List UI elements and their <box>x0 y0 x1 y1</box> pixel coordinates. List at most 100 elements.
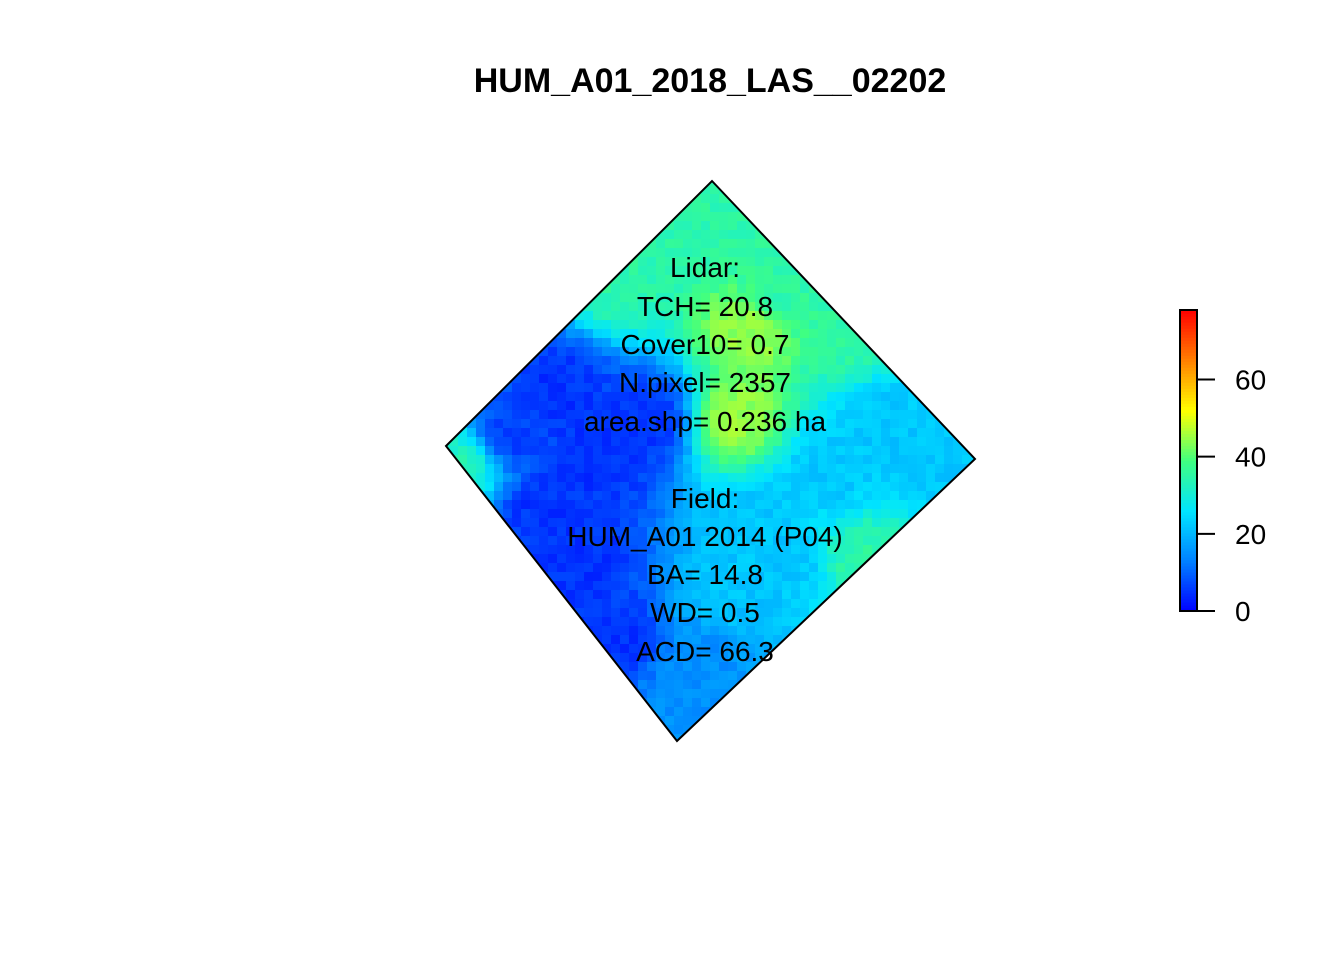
raster-cell <box>566 473 576 483</box>
raster-cell <box>710 608 720 618</box>
raster-cell <box>494 356 504 366</box>
raster-cell <box>476 527 486 537</box>
raster-cell <box>809 527 819 537</box>
raster-cell <box>773 392 783 402</box>
raster-cell <box>764 266 774 276</box>
raster-cell <box>800 545 810 555</box>
colorbar-segment <box>1180 379 1197 383</box>
raster-cell <box>719 734 729 741</box>
raster-cell <box>467 329 477 339</box>
raster-cell <box>710 239 720 249</box>
raster-cell <box>566 221 576 231</box>
raster-cell <box>908 257 918 267</box>
raster-cell <box>782 698 792 708</box>
raster-cell <box>647 608 657 618</box>
raster-cell <box>836 482 846 492</box>
raster-cell <box>521 716 531 726</box>
raster-cell <box>818 509 828 519</box>
raster-cell <box>827 428 837 438</box>
raster-cell <box>782 365 792 375</box>
raster-cell <box>674 293 684 303</box>
raster-cell <box>476 181 486 186</box>
raster-cell <box>665 185 675 195</box>
raster-cell <box>710 212 720 222</box>
raster-cell <box>557 671 567 681</box>
raster-cell <box>530 230 540 240</box>
raster-cell <box>773 482 783 492</box>
raster-cell <box>800 662 810 672</box>
raster-cell <box>917 419 927 429</box>
raster-cell <box>872 329 882 339</box>
raster-cell <box>449 563 459 573</box>
raster-cell <box>458 356 468 366</box>
raster-cell <box>629 203 639 213</box>
raster-cell <box>602 455 612 465</box>
raster-cell <box>548 725 558 735</box>
raster-cell <box>746 518 756 528</box>
raster-cell <box>926 320 936 330</box>
raster-cell <box>629 320 639 330</box>
raster-cell <box>854 671 864 681</box>
raster-cell <box>701 743 711 753</box>
raster-cell <box>863 401 873 411</box>
raster-cell <box>575 221 585 231</box>
raster-cell <box>863 536 873 546</box>
raster-cell <box>710 689 720 699</box>
raster-cell <box>791 707 801 717</box>
raster-cell <box>647 185 657 195</box>
raster-cell <box>926 419 936 429</box>
raster-cell <box>512 554 522 564</box>
raster-cell <box>521 527 531 537</box>
raster-cell <box>512 518 522 528</box>
raster-cell <box>566 518 576 528</box>
raster-cell <box>485 662 495 672</box>
raster-cell <box>854 500 864 510</box>
raster-cell <box>593 275 603 285</box>
raster-cell <box>647 401 657 411</box>
raster-cell <box>656 347 666 357</box>
raster-cell <box>476 257 486 267</box>
raster-cell <box>836 410 846 420</box>
raster-cell <box>584 338 594 348</box>
raster-cell <box>476 275 486 285</box>
raster-cell <box>620 644 630 654</box>
raster-cell <box>503 572 513 582</box>
raster-cell <box>512 743 522 753</box>
raster-cell <box>935 230 945 240</box>
raster-cell <box>863 734 873 741</box>
raster-cell <box>827 518 837 528</box>
raster-cell <box>872 446 882 456</box>
raster-cell <box>755 302 765 312</box>
raster-cell <box>575 599 585 609</box>
raster-cell <box>845 707 855 717</box>
raster-cell <box>845 221 855 231</box>
raster-cell <box>818 491 828 501</box>
raster-cell <box>791 482 801 492</box>
raster-cell <box>539 194 549 204</box>
raster-cell <box>503 257 513 267</box>
raster-cell <box>872 644 882 654</box>
raster-cell <box>449 203 459 213</box>
raster-cell <box>629 185 639 195</box>
raster-cell <box>854 743 864 753</box>
raster-cell <box>638 275 648 285</box>
raster-cell <box>656 212 666 222</box>
raster-cell <box>449 410 459 420</box>
raster-cell <box>602 635 612 645</box>
raster-cell <box>728 446 738 456</box>
raster-cell <box>674 734 684 741</box>
raster-cell <box>467 626 477 636</box>
raster-cell <box>719 221 729 231</box>
raster-cell <box>638 572 648 582</box>
raster-cell <box>782 563 792 573</box>
raster-cell <box>827 689 837 699</box>
raster-cell <box>476 500 486 510</box>
raster-cell <box>467 455 477 465</box>
raster-cell <box>800 293 810 303</box>
raster-cell <box>530 302 540 312</box>
raster-cell <box>872 725 882 735</box>
raster-cell <box>944 383 954 393</box>
raster-cell <box>647 545 657 555</box>
raster-cell <box>548 410 558 420</box>
raster-cell <box>827 419 837 429</box>
